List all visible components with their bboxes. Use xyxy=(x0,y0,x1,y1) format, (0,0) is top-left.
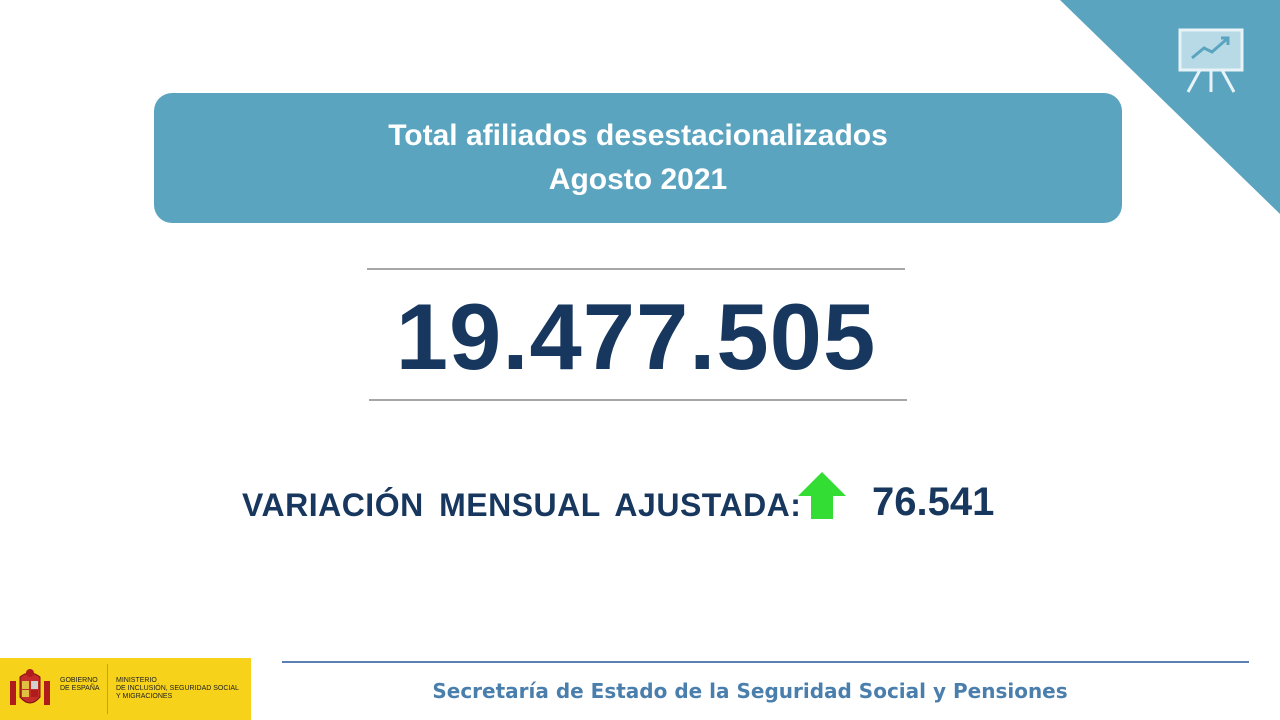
logo-divider xyxy=(107,664,108,714)
divider-top xyxy=(367,268,905,270)
variation-value: 76.541 xyxy=(872,480,995,524)
gov-text-left: GOBIERNO DE ESPAÑA xyxy=(60,677,106,693)
footer-text: Secretaría de Estado de la Seguridad Soc… xyxy=(432,679,1068,703)
gov-text-right: MINISTERIO DE INCLUSIÓN, SEGURIDAD SOCIA… xyxy=(116,677,250,701)
title-line-1: Total afiliados desestacionalizados xyxy=(388,119,888,152)
ministry-line: DE INCLUSIÓN, SEGURIDAD SOCIAL xyxy=(116,685,239,692)
title-line-2: Agosto 2021 xyxy=(548,163,728,196)
title-banner: Total afiliados desestacionalizados Agos… xyxy=(154,93,1122,223)
total-affiliates-value: 19.477.505 xyxy=(395,284,877,389)
ministry-line: MINISTERIO xyxy=(116,677,157,684)
ministry-line: Y MIGRACIONES xyxy=(116,693,173,700)
gov-line: DE ESPAÑA xyxy=(60,685,100,692)
presentation-chart-icon xyxy=(1176,26,1246,96)
variation-label: VARIACIÓN MENSUAL AJUSTADA: xyxy=(242,487,802,523)
footer-divider xyxy=(282,661,1249,663)
coat-of-arms-icon xyxy=(8,667,52,711)
government-logo: GOBIERNO DE ESPAÑA MINISTERIO DE INCLUSI… xyxy=(0,658,251,720)
gov-line: GOBIERNO xyxy=(60,677,98,684)
up-arrow-icon xyxy=(797,472,847,520)
divider-bottom xyxy=(369,399,907,401)
